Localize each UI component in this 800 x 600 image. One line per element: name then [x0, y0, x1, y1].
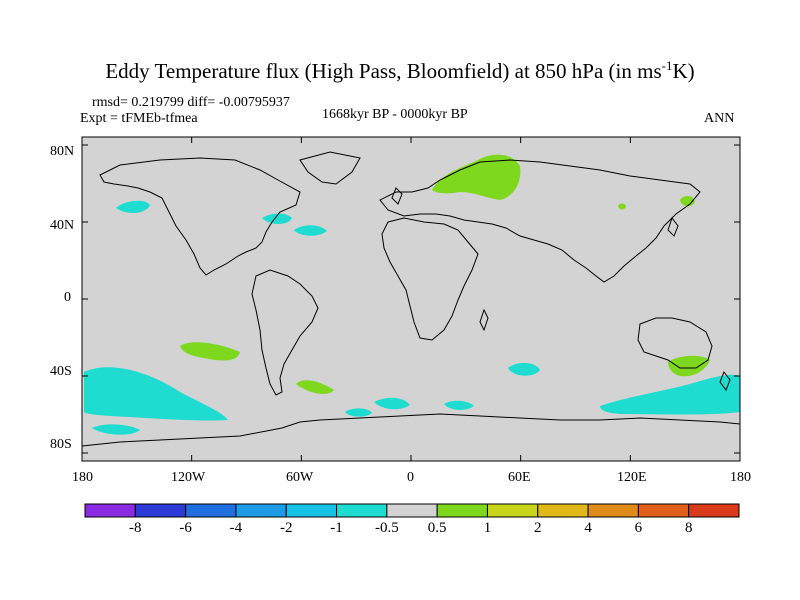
lon-label-180w: 180 — [72, 470, 93, 485]
colorbar-label: -8 — [129, 520, 142, 536]
cyan-region-southern-atlantic-1 — [345, 408, 372, 417]
lon-label-120w: 120W — [171, 470, 206, 485]
cyan-region-south-pacific — [84, 367, 228, 421]
lat-label-80s: 80S — [50, 437, 72, 452]
cyan-region-southern-indian-pacific — [600, 374, 740, 415]
lon-label-180e: 180 — [730, 470, 751, 485]
cyan-region-nw-atlantic — [262, 213, 292, 224]
axis-ticks — [81, 137, 741, 461]
coast-madagascar — [479, 308, 489, 332]
colorbar-box — [688, 503, 740, 518]
colorbar-box — [486, 503, 539, 518]
lon-label-60e: 60E — [508, 470, 531, 485]
lon-label-120e: 120E — [617, 470, 647, 485]
coast-new-zealand — [719, 370, 731, 392]
colorbar-label: 4 — [584, 520, 592, 536]
green-region-nw-pacific — [680, 196, 695, 207]
positive-anomaly-regions — [180, 154, 710, 394]
colorbar-label: 0.5 — [427, 520, 447, 536]
colorbar — [84, 503, 740, 518]
colorbar-label: -1 — [330, 520, 343, 536]
colorbar-box — [285, 503, 338, 518]
colorbar-box — [537, 503, 589, 518]
colorbar-box — [84, 503, 136, 518]
coastlines — [81, 151, 741, 447]
negative-anomaly-regions — [84, 200, 740, 435]
colorbar-label: -4 — [229, 520, 243, 536]
coast-greenland — [299, 151, 361, 185]
colorbar-box — [637, 503, 690, 518]
green-region-central-asia — [618, 203, 626, 210]
colorbar-box — [386, 503, 438, 518]
coast-africa — [381, 217, 479, 341]
colorbar-box — [185, 503, 237, 518]
lon-label-0: 0 — [407, 470, 414, 485]
cyan-region-atlantic-east — [294, 225, 327, 236]
coast-south-america — [251, 269, 319, 396]
plot-title: Eddy Temperature flux (High Pass, Bloomf… — [105, 58, 695, 83]
colorbar-box — [436, 503, 488, 518]
coast-antarctica — [81, 413, 741, 447]
colorbar-label: 1 — [483, 520, 492, 536]
lat-label-80n: 80N — [50, 144, 75, 159]
colorbar-label: -2 — [279, 520, 293, 536]
cyan-region-southern-atlantic-3 — [444, 400, 474, 410]
colorbar-box — [235, 503, 287, 518]
lon-label-60w: 60W — [286, 470, 314, 485]
coast-europe-asia — [379, 159, 701, 283]
green-region-south-atlantic — [296, 380, 334, 394]
colorbar-label: -0.5 — [374, 520, 399, 536]
colorbar-label: 6 — [634, 520, 643, 536]
colorbar-label: -6 — [179, 520, 192, 536]
colorbar-box — [587, 503, 639, 518]
lat-label-0: 0 — [64, 290, 71, 305]
colorbar-label: 8 — [684, 520, 693, 536]
experiment-label: Expt = tFMEb-tfmea — [80, 111, 198, 126]
rmsd-diff-text: rmsd= 0.219799 diff= -0.00795937 — [92, 95, 290, 110]
cyan-region-north-pacific — [116, 200, 150, 214]
colorbar-label: 2 — [534, 520, 542, 536]
coast-uk — [391, 187, 403, 205]
colorbar-box — [134, 503, 187, 518]
time-period-label: 1668kyr BP - 0000kyr BP — [322, 107, 468, 122]
green-region-south-pacific — [180, 342, 240, 361]
green-region-arctic-russia — [432, 154, 521, 200]
cyan-region-southern-atlantic-2 — [374, 397, 410, 410]
lat-label-40s: 40S — [50, 364, 72, 379]
coast-north-america — [99, 157, 301, 276]
cyan-region-sp-small — [92, 424, 140, 435]
green-region-australia — [668, 355, 710, 377]
colorbar-box — [336, 503, 388, 518]
cyan-region-indian-ocean — [508, 362, 540, 376]
season-label: ANN — [704, 111, 735, 126]
coast-australia — [637, 317, 713, 369]
coast-japan — [667, 216, 679, 237]
lat-label-40n: 40N — [50, 218, 75, 233]
